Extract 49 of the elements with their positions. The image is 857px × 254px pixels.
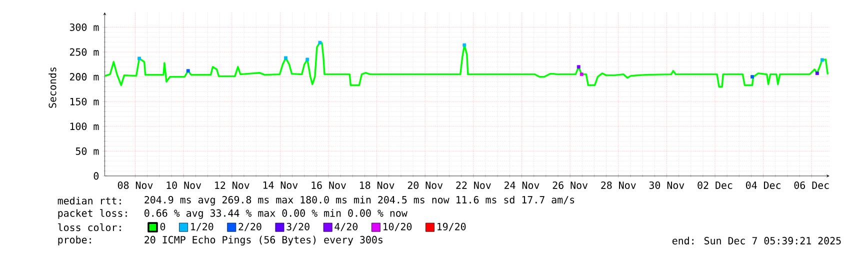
point [318, 40, 322, 44]
x-tick-label: 08 Nov [118, 181, 153, 190]
point [284, 56, 288, 60]
y-tick-label: 100 m [70, 122, 99, 130]
text: median rtt: [58, 196, 121, 205]
x-tick-label: 10 Nov [166, 181, 202, 190]
legend-label: 19/20 [438, 222, 466, 232]
x-tick-label: 14 Nov [263, 182, 298, 189]
legend-label: 2/20 [238, 222, 262, 232]
text: 20 ICMP Echo Pings (56 Bytes) every 300s [144, 236, 382, 246]
x-tick-label: 18 Nov [360, 181, 394, 190]
legend-label: 10/20 [383, 222, 412, 232]
x-tick-label: 16 Nov [312, 181, 346, 190]
legend-title: loss color: [58, 223, 121, 232]
point [576, 65, 580, 69]
point [462, 43, 466, 47]
x-tick-label: 24 Nov [504, 181, 540, 190]
y-tick-label: 300 m [70, 24, 99, 32]
point [815, 72, 819, 76]
y-tick-label: 150 m [70, 98, 99, 106]
x-tick-label: 28 Nov [601, 181, 636, 190]
legend-label: 4/20 [334, 222, 358, 232]
x-tick-label: 30 Nov [649, 181, 684, 190]
y-tick-label: 200 m [70, 73, 99, 81]
legend-label: 0 [160, 222, 166, 230]
text: packet loss: [58, 209, 127, 219]
text: probe: [58, 236, 91, 246]
x-tick-label: 26 Nov [552, 181, 588, 190]
text: 204.9 ms avg 269.8 ms max 180.0 ms min 204.5 ms now 11.6 ms sd 17.7 am/s [144, 196, 574, 206]
text: 0.66 % avg 33.44 % max 0.00 % min 0.00 % now [144, 209, 408, 219]
x-tick-label: 02 Dec [698, 181, 732, 190]
point [186, 69, 190, 73]
y-tick-label: 0 [94, 172, 99, 180]
legend-label: 1/20 [191, 222, 214, 232]
x-tick-label: 06 Dec [794, 181, 829, 190]
legend-label: 3/20 [286, 222, 310, 232]
y-tick-label: 50 m [76, 147, 99, 155]
x-tick-label: 04 Dec [746, 181, 780, 190]
point [580, 72, 584, 76]
point [750, 75, 754, 79]
y-tick-label: 250 m [70, 48, 99, 56]
point [306, 58, 310, 62]
x-tick-label: 22 Nov [456, 181, 491, 190]
x-tick-label: 20 Nov [408, 181, 443, 190]
y-axis-title: Seconds [48, 68, 56, 108]
text: end: Sun Dec 7 05:39:21 2025 [672, 236, 841, 244]
point [138, 56, 141, 60]
x-tick-label: 12 Nov [215, 181, 250, 190]
point [820, 58, 824, 62]
